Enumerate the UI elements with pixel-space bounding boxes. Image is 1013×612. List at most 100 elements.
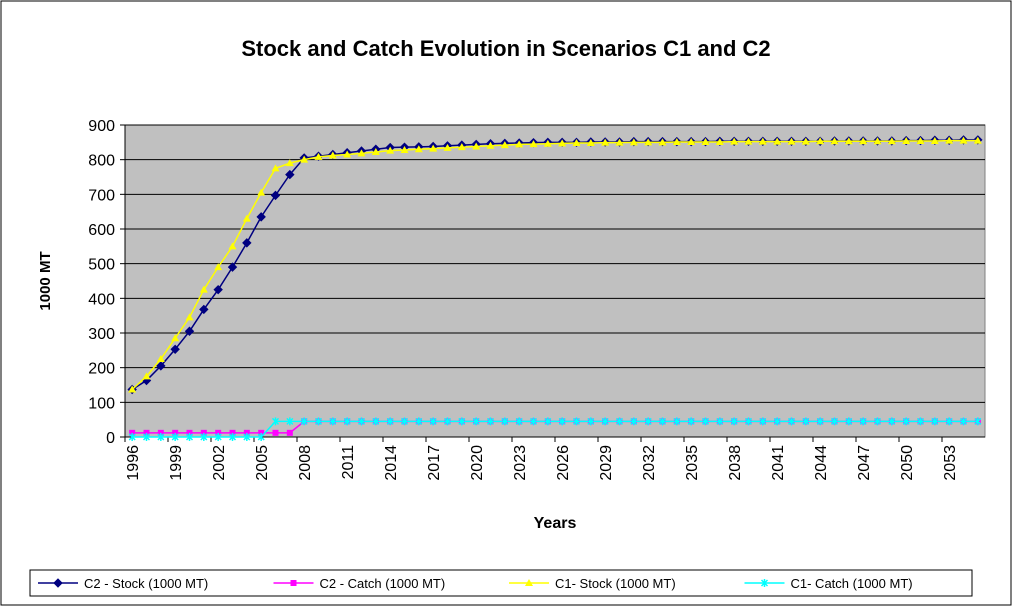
x-marker: [157, 433, 165, 441]
x-marker: [760, 579, 769, 587]
x-marker: [916, 417, 925, 426]
x-marker: [945, 417, 953, 426]
x-marker: [601, 417, 609, 426]
x-marker: [142, 433, 151, 441]
diamond-marker: [53, 578, 63, 588]
x-tick-label: 2002: [211, 445, 228, 481]
diamond-marker: [227, 262, 238, 272]
x-marker: [458, 417, 466, 426]
triangle-marker: [214, 263, 223, 271]
x-marker: [630, 417, 638, 426]
x-tick-label: 2038: [727, 445, 744, 481]
triangle-marker: [758, 137, 767, 145]
square-marker: [200, 429, 207, 436]
diamond-marker: [256, 212, 266, 222]
triangle-marker: [873, 137, 882, 145]
x-marker: [329, 417, 337, 426]
square-marker: [129, 429, 136, 436]
series-line: [131, 139, 978, 391]
triangle-marker: [271, 164, 280, 172]
triangle-marker: [945, 136, 954, 144]
x-tick-label: 1996: [125, 445, 142, 481]
triangle-marker: [830, 137, 839, 145]
triangle-marker: [558, 139, 567, 147]
triangle-marker: [615, 138, 624, 146]
x-marker: [931, 417, 939, 426]
triangle-marker: [242, 214, 251, 222]
triangle-marker: [300, 155, 309, 163]
triangle-marker: [730, 137, 739, 145]
triangle-marker: [515, 140, 524, 148]
triangle-marker: [486, 141, 495, 149]
triangle-marker: [371, 148, 380, 156]
x-marker: [759, 417, 767, 426]
x-marker: [343, 417, 351, 426]
triangle-marker: [816, 137, 825, 145]
triangle-marker: [930, 136, 939, 144]
square-marker: [290, 580, 297, 586]
chart-title: Stock and Catch Evolution in Scenarios C…: [241, 36, 770, 61]
plot-area: [124, 124, 986, 438]
x-marker: [859, 417, 867, 426]
x-marker: [730, 417, 738, 426]
diamond-marker: [199, 304, 209, 315]
square-marker: [229, 429, 236, 436]
y-tick-label: 600: [88, 222, 115, 239]
x-tick-label: 2020: [469, 445, 486, 481]
x-marker: [787, 417, 796, 426]
triangle-marker: [400, 145, 409, 153]
triangle-marker: [386, 146, 395, 154]
x-tick-label: 2053: [942, 445, 959, 481]
y-tick-label: 800: [88, 153, 115, 170]
x-marker: [400, 417, 409, 426]
x-marker: [443, 417, 452, 426]
triangle-marker: [128, 385, 137, 393]
x-tick-label: 2017: [426, 445, 443, 481]
triangle-marker: [171, 334, 180, 342]
triangle-marker: [672, 137, 681, 145]
square-marker: [258, 429, 265, 436]
x-marker: [200, 433, 208, 441]
triangle-marker: [773, 137, 782, 145]
y-tick-label: 100: [88, 395, 115, 412]
triangle-marker: [457, 143, 466, 151]
triangle-marker: [601, 138, 610, 146]
triangle-marker: [142, 372, 151, 380]
x-marker: [673, 417, 681, 426]
x-tick-label: 2044: [813, 445, 830, 481]
x-tick-label: 2026: [555, 445, 572, 481]
y-tick-label: 300: [88, 326, 115, 343]
triangle-marker: [529, 140, 538, 148]
x-marker: [185, 433, 194, 441]
triangle-marker: [500, 141, 509, 149]
legend-box: [29, 569, 973, 597]
triangle-marker: [414, 145, 423, 153]
triangle-marker: [887, 137, 896, 145]
triangle-marker: [443, 143, 452, 151]
triangle-marker: [199, 285, 208, 293]
triangle-marker: [701, 137, 710, 145]
x-marker: [658, 417, 667, 426]
x-marker: [271, 417, 280, 426]
x-tick-label: 2014: [383, 445, 400, 481]
x-marker: [472, 417, 480, 426]
x-marker: [372, 417, 380, 426]
y-tick-label: 900: [88, 118, 115, 135]
x-tick-label: 1999: [168, 445, 185, 481]
diamond-marker: [242, 238, 252, 248]
y-tick-label: 700: [88, 187, 115, 204]
triangle-marker: [314, 152, 323, 160]
triangle-marker: [525, 579, 533, 586]
triangle-marker: [156, 355, 165, 362]
x-marker: [572, 417, 581, 426]
x-marker: [128, 433, 136, 441]
x-marker: [257, 433, 265, 441]
x-tick-label: 2011: [340, 445, 357, 480]
triangle-marker: [629, 138, 638, 146]
diamond-marker: [184, 326, 195, 336]
triangle-marker: [586, 139, 595, 147]
x-marker: [314, 417, 323, 426]
x-marker: [501, 417, 509, 426]
triangle-marker: [357, 149, 366, 157]
x-marker: [587, 417, 595, 426]
